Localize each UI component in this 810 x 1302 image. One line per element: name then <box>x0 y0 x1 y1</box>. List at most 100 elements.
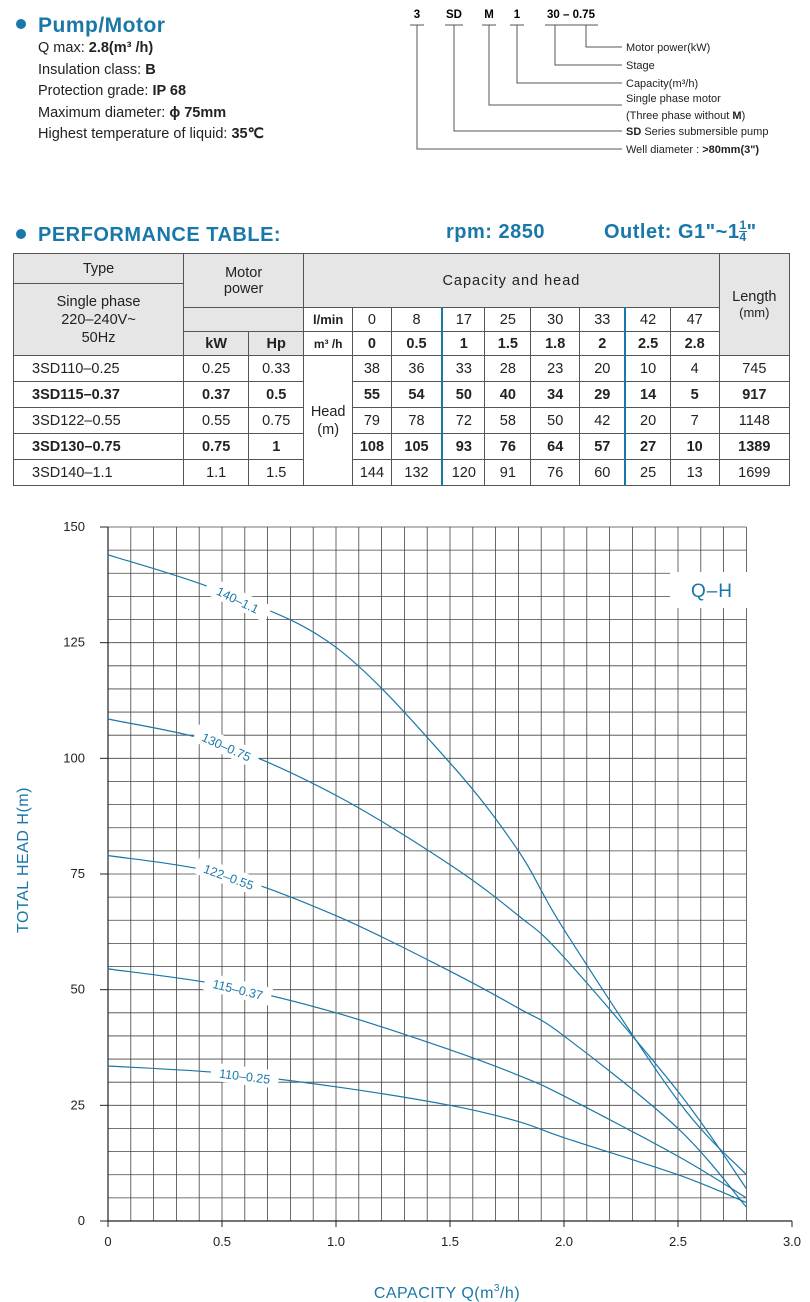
lmin-6: 42 <box>624 307 671 332</box>
chart-title-bg <box>670 572 754 608</box>
head-cell: 54 <box>390 381 443 408</box>
head-cell: 23 <box>530 355 581 382</box>
curve-label-text: 110–0.25 <box>218 1067 271 1087</box>
length-cell: 745 <box>718 355 791 382</box>
header-type: Type <box>12 253 185 284</box>
head-cell: 29 <box>579 381 626 408</box>
kw-cell: 1.1 <box>183 459 250 486</box>
curve-label: 110–0.25 <box>209 1062 280 1089</box>
lmin-1: 8 <box>390 307 443 332</box>
desc-stage: Stage <box>626 60 655 72</box>
bullet-icon <box>16 228 26 239</box>
curve-label: 122–0.55 <box>193 856 264 897</box>
head-cell: 20 <box>624 407 671 434</box>
m3h-2: 1 <box>441 331 486 356</box>
head-label: Head (m) <box>303 355 354 486</box>
head-cell: 72 <box>441 407 486 434</box>
head-cell: 40 <box>484 381 532 408</box>
head-cell: 55 <box>352 381 392 408</box>
header-hp: Hp <box>248 331 305 356</box>
head-cell: 76 <box>530 459 581 486</box>
lmin-5: 33 <box>579 307 626 332</box>
table-row: 3SD122–0.55 0.55 0.75 79 78 72 58 50 42 20 7 1148 <box>12 407 791 434</box>
lmin-4: 30 <box>530 307 581 332</box>
x-tick-label: 3.0 <box>783 1234 801 1249</box>
head-cell: 13 <box>669 459 720 486</box>
desc-series: SD Series submersible pump <box>626 126 768 138</box>
head-cell: 60 <box>579 459 626 486</box>
curve-label-bg <box>203 576 273 623</box>
desc-capacity: Capacity(m³/h) <box>626 78 698 90</box>
hp-cell: 0.33 <box>248 355 305 382</box>
header-length: Length (mm) <box>718 253 791 356</box>
model-code-diagram: 3 SD M 1 30 – 0.75 Motor power(kW) Stage… <box>410 9 768 156</box>
y-tick-label: 50 <box>71 982 85 997</box>
desc-well-diameter: Well diameter : >80mm(3") <box>626 144 759 156</box>
length-cell: 917 <box>718 381 791 408</box>
table-row: 3SD140–1.1 1.1 1.5 144 132 120 91 76 60 25 13 1699 <box>12 459 791 486</box>
m3h-0: 0 <box>352 331 392 356</box>
header-single-phase: Single phase 220–240V~ 50Hz <box>12 283 185 356</box>
spec-qmax: Q max: 2.8(m³ /h) <box>38 40 154 56</box>
head-cell: 76 <box>484 433 532 460</box>
kw-cell: 0.55 <box>183 407 250 434</box>
curve-label-bg <box>209 1062 280 1089</box>
kw-cell: 0.37 <box>183 381 250 408</box>
head-cell: 120 <box>441 459 486 486</box>
table-row: 3SD115–0.37 0.37 0.5 55 54 50 40 34 29 14 5 917 <box>12 381 791 408</box>
curve-label: 140–1.1 <box>203 576 273 623</box>
spec-protection: Protection grade: IP 68 <box>38 83 187 99</box>
table-row: 3SD130–0.75 0.75 1 108 105 93 76 64 57 27 10 1389 <box>12 433 791 460</box>
hp-cell: 1 <box>248 433 305 460</box>
y-tick-label: 25 <box>71 1097 85 1112</box>
head-cell: 93 <box>441 433 486 460</box>
m3h-5: 2 <box>579 331 626 356</box>
qh-chart: 0 0.5 1.0 1.5 2.0 2.5 3.0 0 25 50 75 100 125 150 CAPAC… <box>15 519 801 1302</box>
m3h-1: 0.5 <box>390 331 443 356</box>
head-cell: 78 <box>390 407 443 434</box>
header-capacity-head: Capacity and head <box>303 253 720 308</box>
y-tick-label: 125 <box>63 635 85 650</box>
head-cell: 64 <box>530 433 581 460</box>
head-cell: 14 <box>624 381 671 408</box>
x-tick-label: 1.5 <box>441 1234 459 1249</box>
m3h-3: 1.5 <box>484 331 532 356</box>
model-cell: 3SD140–1.1 <box>12 459 185 486</box>
desc-single-phase: Single phase motor <box>626 93 721 105</box>
m3h-7: 2.8 <box>669 331 720 356</box>
bullet-icon <box>16 19 26 30</box>
head-cell: 132 <box>390 459 443 486</box>
spec-list: Q max: 2.8(m³ /h) Insulation class: B Pr… <box>38 38 264 146</box>
kw-cell: 0.25 <box>183 355 250 382</box>
head-cell: 10 <box>624 355 671 382</box>
header-kw: kW <box>183 331 250 356</box>
y-tick-label: 75 <box>71 866 85 881</box>
spec-temperature: Highest temperature of liquid: 35℃ <box>38 126 264 142</box>
head-cell: 108 <box>352 433 392 460</box>
lmin-0: 0 <box>352 307 392 332</box>
table-row: 3SD110–0.25 0.25 0.33 Head (m) 38 36 33 28 23 20 10… <box>12 355 791 486</box>
kw-cell: 0.75 <box>183 433 250 460</box>
head-cell: 20 <box>579 355 626 382</box>
head-cell: 34 <box>530 381 581 408</box>
head-cell: 50 <box>441 381 486 408</box>
head-cell: 28 <box>484 355 532 382</box>
model-cell: 3SD122–0.55 <box>12 407 185 434</box>
header-motor-power: Motor power <box>183 253 305 308</box>
hp-cell: 1.5 <box>248 459 305 486</box>
length-cell: 1148 <box>718 407 791 434</box>
desc-motor-power: Motor power(kW) <box>626 42 710 54</box>
code-part-capacity: 1 <box>514 9 521 21</box>
performance-rows: 3SD110–0.25 0.25 0.33 Head (m) 38 36 33 28 23 20 10… <box>12 355 791 486</box>
head-cell: 144 <box>352 459 392 486</box>
model-cell: 3SD130–0.75 <box>12 433 185 460</box>
y-tick-label: 0 <box>78 1213 85 1228</box>
length-cell: 1389 <box>718 433 791 460</box>
model-cell: 3SD115–0.37 <box>12 381 185 408</box>
head-cell: 79 <box>352 407 392 434</box>
x-tick-label: 0 <box>104 1234 111 1249</box>
performance-title: PERFORMANCE TABLE: <box>16 224 281 247</box>
head-cell: 38 <box>352 355 392 382</box>
performance-table: Type Motor power Capacity and head Length… <box>12 253 791 486</box>
